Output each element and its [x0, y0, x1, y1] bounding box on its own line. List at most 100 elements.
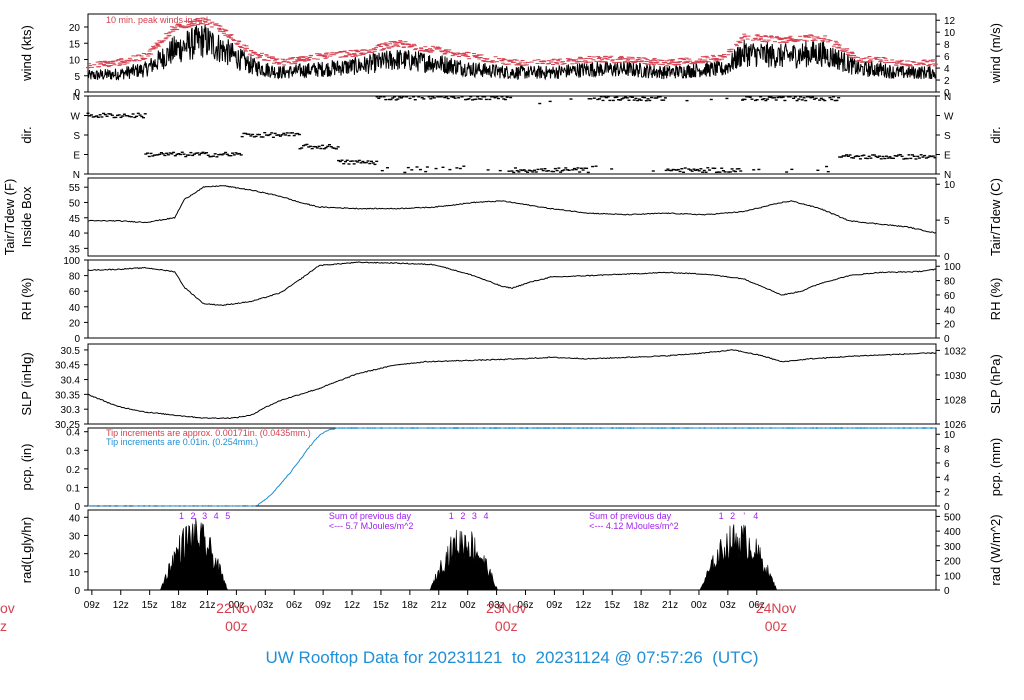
x-tick-label: 18z — [402, 600, 418, 611]
pcp-tick-label-right: 4 — [944, 473, 950, 484]
pcp-tick-label-left: 0.4 — [66, 428, 80, 439]
rad-tick-label-left: 10 — [69, 568, 81, 579]
x-tick-label: 00z — [460, 600, 476, 611]
panel-rh-frame — [87, 259, 937, 339]
footer-timezone: (UTC) — [712, 648, 759, 667]
rh-tick-label-right: 0 — [944, 334, 950, 345]
rad-tick-label-right: 500 — [944, 512, 961, 523]
x-tick-label: 06z — [286, 600, 302, 611]
dir-tick-label-left: N — [73, 170, 80, 181]
x-tick-label: 15z — [142, 600, 158, 611]
footer-to: to — [511, 648, 527, 667]
dir-tick-label-left: N — [73, 92, 80, 103]
rad-hour-label: 2 — [730, 511, 735, 521]
pcp-tick-label-left: 0 — [74, 502, 80, 513]
wind-tick-label-right: 4 — [944, 64, 950, 75]
temp-tick-label-right: 10 — [944, 180, 956, 191]
wind-tick-label-right: 6 — [944, 52, 950, 63]
rh-tick-label-left: 100 — [63, 256, 80, 267]
rad-sum-note-title: Sum of previous day — [329, 511, 412, 521]
x-date-label-cut: ov — [0, 600, 15, 616]
dir-scatter — [86, 96, 937, 174]
wind-annotation: 10 min. peak winds in red — [106, 15, 208, 25]
rh-tick-label-left: 0 — [74, 334, 80, 345]
rh-series-rh — [87, 261, 936, 307]
temp-tick-label-right: 5 — [944, 216, 950, 227]
slp-tick-label-left: 30.5 — [61, 346, 81, 357]
x-date-label: 24Nov — [756, 600, 796, 616]
slp-tick-label-left: 30.45 — [55, 361, 80, 372]
rh-tick-label-right: 80 — [944, 277, 956, 288]
wind-tick-label-right: 12 — [944, 16, 956, 27]
rh-tick-label-right: 20 — [944, 320, 956, 331]
x-tick-label: 21z — [431, 600, 447, 611]
x-tick-label: 06z — [517, 600, 533, 611]
wind-tick-label-right: 8 — [944, 40, 950, 51]
x-date-hour-cut: z — [0, 618, 7, 634]
x-tick-label: 18z — [171, 600, 187, 611]
temp-tick-label-right: 0 — [944, 252, 950, 263]
wind-tick-label-right: 0 — [944, 88, 950, 99]
ylabel-slp-right: SLP (hPa) — [988, 354, 1003, 414]
pcp-tick-label-right: 10 — [944, 430, 956, 441]
ylabel-temp-left-2: Inside Box — [19, 186, 34, 247]
ylabel-wind-right: wind (m/s) — [988, 23, 1003, 84]
temp-tick-label-left: 40 — [69, 229, 81, 240]
x-tick-label: 15z — [604, 600, 620, 611]
rad-tick-label-right: 400 — [944, 527, 961, 538]
temp-tick-label-left: 35 — [69, 244, 81, 255]
rad-day-area — [429, 529, 498, 591]
wind-series-wind — [87, 24, 937, 81]
rad-series — [159, 517, 778, 591]
x-tick-label: 03z — [720, 600, 736, 611]
dir-tick-label-right: N — [944, 170, 951, 181]
slp-tick-label-left: 30.4 — [61, 376, 81, 387]
temp-tick-label-left: 55 — [69, 183, 81, 194]
wind-tick-label-left: 5 — [74, 72, 80, 83]
ylabel-wind-left: wind (kts) — [19, 25, 34, 82]
rad-hour-label: 2 — [460, 511, 465, 521]
x-tick-label: 21z — [662, 600, 678, 611]
rad-hour-label: 4 — [214, 511, 219, 521]
slp-tick-label-left: 30.25 — [55, 420, 80, 431]
dir-tick-label-left: S — [73, 131, 80, 142]
slp-series-slp — [87, 349, 936, 419]
rad-hour-label: 1 — [179, 511, 184, 521]
rad-hour-label: 4 — [483, 511, 488, 521]
x-tick-label: 00z — [228, 600, 244, 611]
rad-tick-label-right: 100 — [944, 571, 961, 582]
ylabel-dir-right: dir. — [988, 126, 1003, 143]
rad-hour-label: 1 — [719, 511, 724, 521]
x-tick-label: 06z — [749, 600, 765, 611]
rad-tick-label-left: 40 — [69, 513, 81, 524]
ylabel-rad-right: rad (W/m^2) — [988, 514, 1003, 585]
pcp-tick-label-left: 0.2 — [66, 465, 80, 476]
temp-tick-label-left: 50 — [69, 198, 81, 209]
panel-temp-frame — [87, 177, 937, 257]
rad-day-area — [159, 517, 229, 591]
x-tick-label: 09z — [315, 600, 331, 611]
rad-tick-label-left: 20 — [69, 550, 81, 561]
rad-hour-label: 5 — [225, 511, 230, 521]
pcp-tick-label-right: 2 — [944, 488, 950, 499]
rad-sum-note-value: <--- 4.12 MJoules/m^2 — [589, 521, 679, 531]
temp-series-tair — [87, 185, 936, 234]
temp-tick-label-left: 45 — [69, 214, 81, 225]
ylabel-pcp-right: pcp. (mm) — [988, 438, 1003, 497]
x-tick-label: 12z — [575, 600, 591, 611]
x-tick-label: 00z — [691, 600, 707, 611]
pcp-note-blue: Tip increments are 0.01in. (0.254mm.) — [106, 437, 258, 447]
dir-tick-label-left: W — [71, 112, 81, 123]
ylabel-dir-left: dir. — [19, 126, 34, 143]
rh-tick-label-left: 40 — [69, 303, 81, 314]
rad-hour-label: 2 — [191, 511, 196, 521]
slp-tick-label-right: 1026 — [944, 420, 967, 431]
ylabel-rad-left: rad(Lgly/hr) — [19, 517, 34, 583]
rad-hour-label: 4 — [753, 511, 758, 521]
panel-wind-frame — [87, 13, 937, 93]
x-date-hour-label: 00z — [225, 618, 248, 634]
wind-tick-label-right: 10 — [944, 28, 956, 39]
footer-end-date: 20231124 — [535, 648, 610, 667]
rad-sum-note-title: Sum of previous day — [589, 511, 672, 521]
